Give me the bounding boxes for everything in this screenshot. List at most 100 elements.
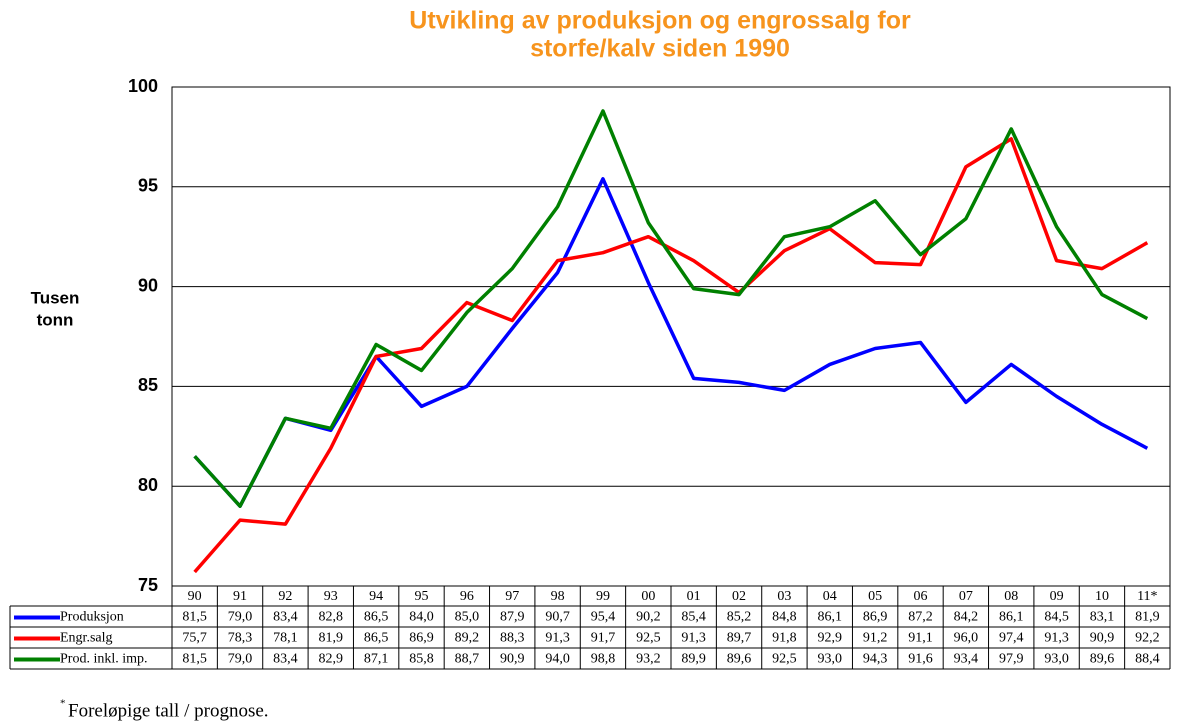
x-tick-label: 07 (959, 589, 973, 604)
table-value: 93,4 (954, 652, 979, 667)
y-axis-label: Tusen (31, 288, 80, 307)
legend-label: Engr.salg (60, 631, 113, 646)
table-value: 91,1 (908, 631, 933, 646)
y-tick-label: 75 (138, 575, 158, 595)
y-tick-label: 90 (138, 275, 158, 295)
table-value: 93,2 (636, 652, 661, 667)
table-value: 91,2 (863, 631, 888, 646)
table-value: 87,9 (500, 610, 525, 625)
footnote-marker: * (60, 698, 66, 710)
x-tick-label: 06 (914, 589, 928, 604)
x-tick-label: 92 (278, 589, 292, 604)
table-value: 78,1 (273, 631, 298, 646)
table-value: 87,1 (364, 652, 389, 667)
table-value: 96,0 (954, 631, 979, 646)
table-value: 88,7 (455, 652, 480, 667)
series-line (193, 137, 1149, 574)
x-tick-label: 96 (460, 589, 474, 604)
table-value: 93,0 (1044, 652, 1069, 667)
table-value: 87,2 (908, 610, 933, 625)
table-value: 83,4 (273, 652, 298, 667)
series-line (193, 109, 1149, 508)
table-value: 88,3 (500, 631, 525, 646)
table-value: 90,9 (1090, 631, 1115, 646)
x-tick-label: 99 (596, 589, 610, 604)
table-value: 81,9 (1135, 610, 1160, 625)
footnote: Foreløpige tall / prognose. (68, 700, 269, 721)
y-axis-label: tonn (37, 310, 74, 329)
table-value: 91,6 (908, 652, 933, 667)
table-value: 81,5 (182, 610, 207, 625)
x-tick-label: 03 (777, 589, 791, 604)
table-value: 98,8 (591, 652, 616, 667)
table-value: 91,7 (591, 631, 616, 646)
x-tick-label: 08 (1004, 589, 1018, 604)
table-value: 79,0 (228, 652, 253, 667)
series-line (193, 177, 1149, 508)
table-value: 93,0 (818, 652, 843, 667)
table-value: 90,9 (500, 652, 525, 667)
y-tick-label: 85 (138, 375, 158, 395)
table-value: 95,4 (591, 610, 616, 625)
x-tick-label: 11* (1137, 589, 1157, 604)
x-tick-label: 00 (641, 589, 655, 604)
table-value: 89,9 (681, 652, 706, 667)
table-value: 91,3 (681, 631, 706, 646)
table-value: 97,4 (999, 631, 1024, 646)
table-value: 91,3 (1044, 631, 1069, 646)
table-value: 89,6 (727, 652, 752, 667)
x-tick-label: 05 (868, 589, 882, 604)
x-tick-label: 95 (415, 589, 429, 604)
table-value: 81,9 (319, 631, 344, 646)
table-value: 94,3 (863, 652, 888, 667)
table-value: 90,2 (636, 610, 661, 625)
table-value: 92,5 (636, 631, 661, 646)
table-value: 86,9 (409, 631, 434, 646)
table-value: 82,8 (319, 610, 344, 625)
table-value: 85,2 (727, 610, 752, 625)
x-tick-label: 94 (369, 589, 383, 604)
x-tick-label: 90 (188, 589, 202, 604)
y-tick-label: 100 (128, 76, 158, 96)
x-tick-label: 09 (1050, 589, 1064, 604)
table-value: 84,0 (409, 610, 434, 625)
table-value: 86,5 (364, 610, 389, 625)
table-value: 89,6 (1090, 652, 1115, 667)
x-tick-label: 02 (732, 589, 746, 604)
table-value: 75,7 (182, 631, 207, 646)
table-value: 86,9 (863, 610, 888, 625)
table-value: 84,2 (954, 610, 979, 625)
table-value: 83,1 (1090, 610, 1115, 625)
chart-title: storfe/kalv siden 1990 (530, 35, 790, 63)
table-value: 85,4 (681, 610, 706, 625)
table-value: 83,4 (273, 610, 298, 625)
legend-label: Prod. inkl. imp. (60, 652, 148, 667)
y-tick-label: 95 (138, 176, 158, 196)
table-value: 78,3 (228, 631, 253, 646)
table-value: 85,8 (409, 652, 434, 667)
table-value: 92,2 (1135, 631, 1160, 646)
table-value: 84,8 (772, 610, 797, 625)
table-value: 79,0 (228, 610, 253, 625)
table-value: 92,9 (818, 631, 843, 646)
x-tick-label: 97 (505, 589, 519, 604)
table-value: 89,2 (455, 631, 480, 646)
x-tick-label: 93 (324, 589, 338, 604)
table-value: 91,8 (772, 631, 797, 646)
legend-label: Produksjon (60, 610, 124, 625)
table-value: 81,5 (182, 652, 207, 667)
table-value: 82,9 (319, 652, 344, 667)
y-tick-label: 80 (138, 475, 158, 495)
table-value: 94,0 (545, 652, 570, 667)
table-value: 88,4 (1135, 652, 1160, 667)
table-value: 84,5 (1044, 610, 1069, 625)
chart-title: Utvikling av produksjon og engrossalg fo… (409, 7, 911, 35)
x-tick-label: 91 (233, 589, 247, 604)
x-tick-label: 01 (687, 589, 701, 604)
table-value: 86,1 (999, 610, 1024, 625)
x-tick-label: 10 (1095, 589, 1109, 604)
table-value: 86,1 (818, 610, 843, 625)
table-value: 92,5 (772, 652, 797, 667)
table-value: 86,5 (364, 631, 389, 646)
